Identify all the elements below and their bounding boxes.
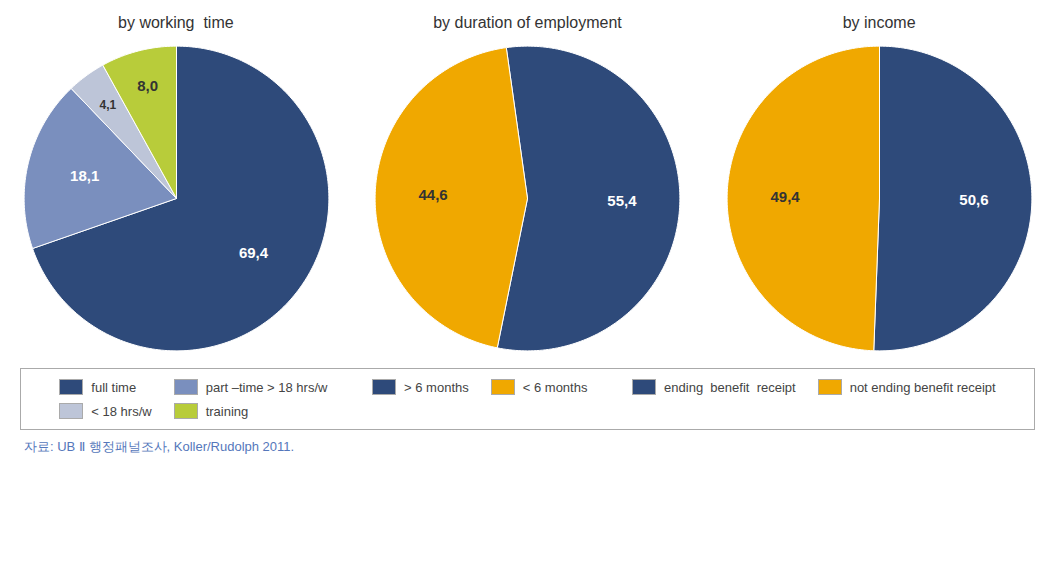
svg-text:55,4: 55,4: [608, 192, 638, 209]
html-text:by working time: by working time: [118, 14, 234, 31]
svg-text:18,1: 18,1: [70, 167, 99, 184]
html-text:not ending benefit receipt: not ending benefit receipt: [849, 379, 996, 395]
svg-text:49,4: 49,4: [771, 188, 801, 205]
svg-text:4,1: 4,1: [99, 98, 116, 112]
svg-text:69,4: 69,4: [239, 244, 269, 261]
html-text:> 6 months: > 6 months: [404, 379, 469, 395]
html-text:by duration of employment: by duration of employment: [433, 14, 622, 31]
html-text:< 18 hrs/w: < 18 hrs/w: [91, 403, 152, 419]
html-text:ending benefit receipt: ending benefit receipt: [664, 379, 796, 395]
html-text:< 6 months: < 6 months: [522, 379, 588, 395]
html-text:자료: UB Ⅱ 행정패널조사, Koller/Rudolp: 자료: UB Ⅱ 행정패널조사, Koller/Rudolph 2011.: [24, 439, 295, 454]
html-text:part –time > 18 hrs/w: part –time > 18 hrs/w: [205, 379, 328, 395]
html-text:training: training: [205, 403, 249, 419]
svg-text:44,6: 44,6: [419, 186, 448, 203]
html-text:by income: by income: [842, 14, 916, 31]
svg-text:50,6: 50,6: [959, 191, 988, 208]
svg-text:8,0: 8,0: [137, 77, 158, 94]
html-text:full time: full time: [91, 379, 137, 395]
